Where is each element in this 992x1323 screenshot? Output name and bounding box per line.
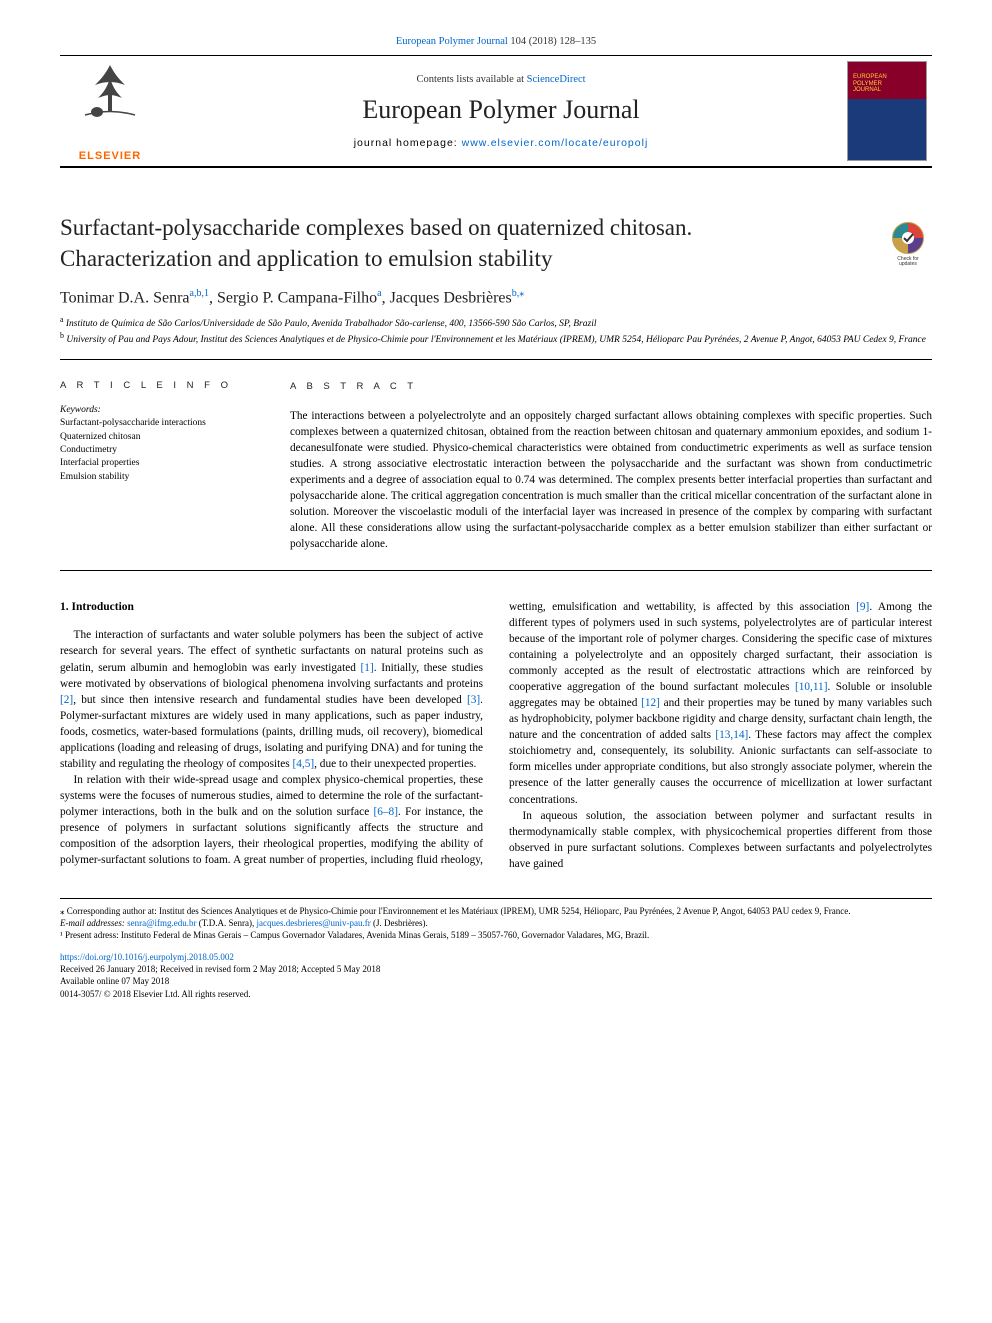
keyword-item: Conductimetry [60,444,270,457]
section-heading-introduction: 1. Introduction [60,599,483,615]
masthead-cover: EUROPEAN POLYMER JOURNAL [842,56,932,166]
keywords-heading: Keywords: [60,405,270,415]
corresponding-author-note: ⁎ Corresponding author at: Institut des … [60,905,932,917]
affiliation-b: b University of Pau and Pays Adour, Inst… [60,331,932,347]
citation-ref[interactable]: [3] [467,694,480,706]
article-title: Surfactant-polysaccharide complexes base… [60,212,864,274]
copyright-line: 0014-3057/ © 2018 Elsevier Ltd. All righ… [60,988,932,1000]
citation-ref[interactable]: [2] [60,694,73,706]
contents-lists-prefix: Contents lists available at [416,74,526,85]
article-header: Surfactant-polysaccharide complexes base… [60,212,932,274]
contents-lists-line: Contents lists available at ScienceDirec… [160,74,842,85]
email-who: (T.D.A. Senra), [196,918,256,928]
citation-ref[interactable]: [10,11] [795,681,828,693]
author-2: Sergio P. Campana-Filho [217,289,377,306]
article-info-column: A R T I C L E I N F O Keywords: Surfacta… [60,370,290,552]
email-link[interactable]: senra@ifmg.edu.br [127,918,196,928]
citation-ref[interactable]: [9] [856,601,869,613]
body-text: . Among the different types of polymers … [509,601,932,693]
publisher-block: ELSEVIER [60,56,160,166]
elsevier-wordmark: ELSEVIER [79,150,141,162]
body-paragraph: The interaction of surfactants and water… [60,627,483,771]
affiliations: a Instituto de Química de São Carlos/Uni… [60,315,932,347]
affiliation-a: a Instituto de Química de São Carlos/Uni… [60,315,932,331]
affiliation-b-text: University of Pau and Pays Adour, Instit… [66,336,926,346]
journal-name: European Polymer Journal [160,95,842,125]
journal-homepage-link[interactable]: www.elsevier.com/locate/europolj [462,137,649,149]
affiliation-a-text: Instituto de Química de São Carlos/Unive… [66,320,597,330]
rule [60,359,932,360]
keyword-item: Interfacial properties [60,457,270,470]
keyword-item: Emulsion stability [60,471,270,484]
abstract-heading: A B S T R A C T [290,380,932,393]
received-dates: Received 26 January 2018; Received in re… [60,963,932,975]
running-head-citation-val: 104 (2018) 128–135 [510,36,596,47]
doi-link[interactable]: https://doi.org/10.1016/j.eurpolymj.2018… [60,952,234,962]
author-1: Tonimar D.A. Senra [60,289,190,306]
email-who: (J. Desbrières). [371,918,428,928]
cover-line2: POLYMER [853,81,882,87]
author-3: Jacques Desbrières [390,289,512,306]
rule [60,898,932,899]
abstract-column: A B S T R A C T The interactions between… [290,370,932,552]
article-info-heading: A R T I C L E I N F O [60,380,270,391]
masthead: ELSEVIER Contents lists available at Sci… [60,55,932,168]
author-1-aff: a,b,1 [190,288,209,299]
info-abstract-row: A R T I C L E I N F O Keywords: Surfacta… [60,370,932,552]
page-root: European Polymer Journal 104 (2018) 128–… [0,0,992,1030]
article-title-line1: Surfactant-polysaccharide complexes base… [60,215,692,240]
keyword-item: Quaternized chitosan [60,431,270,444]
authors-line: Tonimar D.A. Senraa,b,1, Sergio P. Campa… [60,288,932,307]
citation-ref[interactable]: [1] [361,662,374,674]
running-head: European Polymer Journal 104 (2018) 128–… [60,36,932,47]
cover-line3: JOURNAL [853,87,881,93]
author-3-aff: b,⁎ [512,288,525,299]
rule [60,570,932,571]
sciencedirect-link[interactable]: ScienceDirect [527,74,586,85]
cover-line1: EUROPEAN [853,74,887,80]
journal-cover-thumbnail: EUROPEAN POLYMER JOURNAL [847,61,927,161]
citation-ref[interactable]: [13,14] [715,729,748,741]
keyword-item: Surfactant-polysaccharide interactions [60,417,270,430]
keywords-list: Surfactant-polysaccharide interactions Q… [60,417,270,483]
present-address-note: ¹ Present adress: Instituto Federal de M… [60,929,932,941]
body-text: In aqueous solution, the association bet… [509,810,932,870]
cover-thumb-title: EUROPEAN POLYMER JOURNAL [853,74,887,94]
email-link[interactable]: jacques.desbrieres@univ-pau.fr [257,918,371,928]
running-head-journal: European Polymer Journal [396,36,508,47]
doi-block: https://doi.org/10.1016/j.eurpolymj.2018… [60,951,932,1000]
email-prefix: E-mail addresses: [60,918,127,928]
body-text: , but since then intensive research and … [73,694,467,706]
check-updates-label2: updates [899,261,917,266]
body-text: , due to their unexpected properties. [314,758,476,770]
journal-homepage-line: journal homepage: www.elsevier.com/locat… [160,137,842,149]
citation-ref[interactable]: [12] [641,697,660,709]
masthead-center: Contents lists available at ScienceDirec… [160,56,842,166]
body-paragraph: In aqueous solution, the association bet… [509,808,932,872]
abstract-text: The interactions between a polyelectroly… [290,408,932,552]
footnotes: ⁎ Corresponding author at: Institut des … [60,905,932,941]
available-online: Available online 07 May 2018 [60,975,932,987]
article-title-line2: Characterization and application to emul… [60,246,552,271]
journal-homepage-prefix: journal homepage: [354,137,462,149]
author-2-aff: a [377,288,381,299]
email-line: E-mail addresses: senra@ifmg.edu.br (T.D… [60,917,932,929]
body-two-column: 1. Introduction The interaction of surfa… [60,599,932,872]
elsevier-tree-logo [75,60,145,120]
check-for-updates-icon[interactable]: Check for updates [884,218,932,266]
citation-ref[interactable]: [4,5] [292,758,314,770]
citation-ref[interactable]: [6–8] [374,806,398,818]
